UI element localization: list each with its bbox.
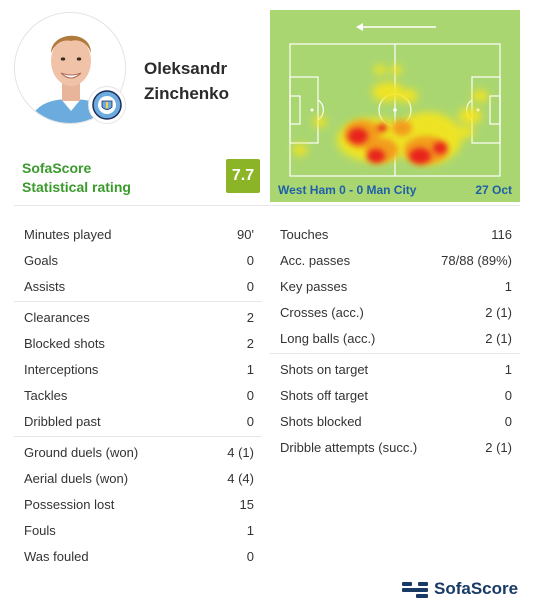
stat-was-fouled: Was fouled 0 [14, 543, 262, 569]
stat-value: 1 [246, 361, 254, 377]
stat-label: Ground duels (won) [24, 444, 139, 460]
stat-label: Tackles [24, 387, 68, 403]
arrow-left-icon [356, 23, 436, 31]
stat-acc-passes: Acc. passes 78/88 (89%) [270, 247, 520, 273]
player-name: Oleksandr Zinchenko [144, 56, 264, 106]
stat-value: 1 [504, 361, 512, 377]
stat-label: Touches [280, 226, 329, 242]
stat-goals: Goals 0 [14, 247, 262, 273]
stat-crosses: Crosses (acc.) 2 (1) [270, 299, 520, 325]
stat-label: Dribbled past [24, 413, 101, 429]
stat-touches: Touches 116 [270, 221, 520, 247]
sofascore-brand[interactable]: SofaScore [402, 579, 518, 599]
stat-label: Assists [24, 278, 66, 294]
stat-label: Blocked shots [24, 335, 105, 351]
brand-name: SofaScore [434, 579, 519, 598]
stat-value: 0 [246, 252, 254, 268]
stat-value: 0 [246, 278, 254, 294]
stats-right-column: Touches 116 Acc. passes 78/88 (89%) Key … [270, 221, 520, 460]
rating-badge: 7.7 [226, 159, 260, 193]
heatmap: West Ham 0 - 0 Man City 27 Oct [270, 10, 520, 202]
stat-label: Possession lost [24, 496, 115, 512]
header-divider [14, 205, 520, 206]
stat-value: 0 [504, 413, 512, 429]
stat-label: Aerial duels (won) [24, 470, 129, 486]
stat-long-balls: Long balls (acc.) 2 (1) [270, 325, 520, 351]
stat-value: 0 [246, 387, 254, 403]
stat-value: 0 [504, 387, 512, 403]
rating-label-line1: SofaScore [22, 160, 92, 176]
stat-value: 2 (1) [485, 304, 512, 320]
player-avatar [14, 12, 126, 124]
stat-dribble-attempts: Dribble attempts (succ.) 2 (1) [270, 434, 520, 460]
stat-label: Shots off target [280, 387, 368, 403]
stat-label: Clearances [24, 309, 90, 325]
stat-label: Shots on target [280, 361, 369, 377]
stat-value: 1 [246, 522, 254, 538]
heatmap-pitch [289, 23, 501, 177]
stat-interceptions: Interceptions 1 [14, 356, 262, 382]
stat-value: 0 [246, 548, 254, 564]
stat-value: 2 (1) [485, 330, 512, 346]
stat-value: 2 [246, 309, 254, 325]
stat-label: Key passes [280, 278, 348, 294]
stat-shots-off-target: Shots off target 0 [270, 382, 520, 408]
rating-label: SofaScore Statistical rating [22, 159, 131, 197]
stat-label: Long balls (acc.) [280, 330, 376, 346]
stat-label: Shots blocked [280, 413, 362, 429]
stat-value: 4 (4) [227, 470, 254, 486]
stat-label: Dribble attempts (succ.) [280, 439, 418, 455]
group-divider [14, 436, 262, 437]
stat-value: 2 [246, 335, 254, 351]
stat-ground-duels: Ground duels (won) 4 (1) [14, 439, 262, 465]
group-divider [270, 353, 520, 354]
stat-key-passes: Key passes 1 [270, 273, 520, 299]
stat-value: 2 (1) [485, 439, 512, 455]
stat-shots-blocked: Shots blocked 0 [270, 408, 520, 434]
rating-label-line2: Statistical rating [22, 179, 131, 195]
stat-value: 4 (1) [227, 444, 254, 460]
stat-label: Fouls [24, 522, 56, 538]
stat-label: Interceptions [24, 361, 99, 377]
stat-value: 116 [491, 226, 512, 242]
stat-assists: Assists 0 [14, 273, 262, 299]
stat-fouls: Fouls 1 [14, 517, 262, 543]
player-last-name: Zinchenko [144, 84, 230, 103]
stat-label: Acc. passes [280, 252, 351, 268]
club-badge [88, 86, 126, 124]
player-first-name: Oleksandr [144, 59, 228, 78]
stat-shots-on-target: Shots on target 1 [270, 356, 520, 382]
stat-minutes-played: Minutes played 90' [14, 221, 262, 247]
stat-blocked-shots: Blocked shots 2 [14, 330, 262, 356]
stat-value: 15 [239, 496, 254, 512]
manchester-city-badge-icon [92, 90, 122, 120]
heatmap-date: 27 Oct [475, 183, 512, 197]
stats-left-column: Minutes played 90' Goals 0 Assists 0 Cle… [14, 221, 262, 569]
stat-clearances: Clearances 2 [14, 304, 262, 330]
stat-value: 78/88 (89%) [441, 252, 512, 268]
heatmap-match: West Ham 0 - 0 Man City [278, 183, 417, 197]
stat-value: 1 [504, 278, 512, 294]
stat-value: 0 [246, 413, 254, 429]
stat-value: 90' [237, 226, 254, 242]
stat-label: Goals [24, 252, 58, 268]
stat-dribbled-past: Dribbled past 0 [14, 408, 262, 434]
sofascore-logo-icon [402, 582, 428, 598]
stat-tackles: Tackles 0 [14, 382, 262, 408]
stat-label: Crosses (acc.) [280, 304, 364, 320]
stat-aerial-duels: Aerial duels (won) 4 (4) [14, 465, 262, 491]
player-portrait-icon [15, 13, 125, 123]
stat-label: Minutes played [24, 226, 112, 242]
group-divider [14, 301, 262, 302]
stat-label: Was fouled [24, 548, 89, 564]
stat-possession-lost: Possession lost 15 [14, 491, 262, 517]
